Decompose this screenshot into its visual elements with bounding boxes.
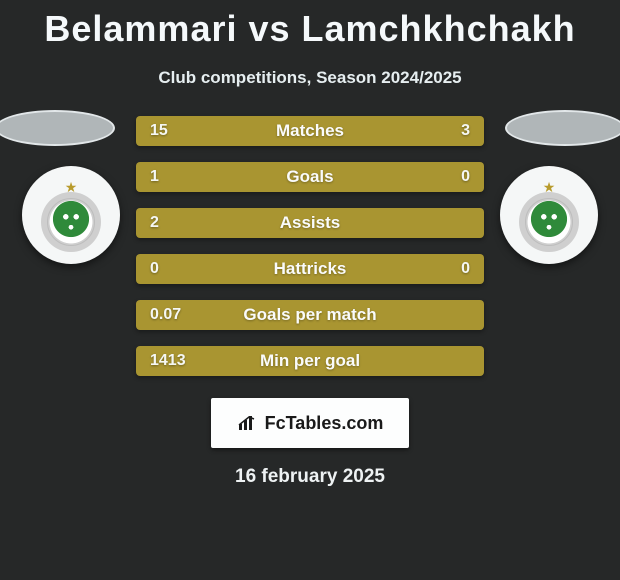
stats-area: ★ ★ 15 Matches 3 1 Goals 0 2 Assists 0 H… — [0, 116, 620, 488]
stat-label: Matches — [276, 121, 344, 141]
stat-row-assists: 2 Assists — [136, 208, 484, 238]
crest-left-icon — [41, 192, 101, 252]
stat-value-left: 1413 — [150, 352, 186, 370]
stat-value-right: 3 — [461, 122, 470, 140]
player-shadow-right — [505, 110, 620, 146]
club-badge-left: ★ — [22, 166, 120, 264]
stat-row-goals-per-match: 0.07 Goals per match — [136, 300, 484, 330]
stat-value-right: 0 — [461, 168, 470, 186]
stat-label: Goals per match — [243, 305, 376, 325]
club-badge-right: ★ — [500, 166, 598, 264]
stat-value-left: 2 — [150, 214, 159, 232]
comparison-date: 16 february 2025 — [0, 466, 620, 488]
stat-value-left: 0 — [150, 260, 159, 278]
stat-value-left: 1 — [150, 168, 159, 186]
stat-row-matches: 15 Matches 3 — [136, 116, 484, 146]
stat-label: Hattricks — [274, 259, 347, 279]
stat-row-hattricks: 0 Hattricks 0 — [136, 254, 484, 284]
crest-right-icon — [519, 192, 579, 252]
stat-value-left: 0.07 — [150, 306, 181, 324]
page-title: Belammari vs Lamchkhchakh — [0, 0, 620, 50]
stat-value-right: 0 — [461, 260, 470, 278]
fctables-watermark: FcTables.com — [211, 398, 409, 448]
stat-value-left: 15 — [150, 122, 168, 140]
stat-label: Min per goal — [260, 351, 360, 371]
fctables-chart-icon — [237, 414, 259, 432]
stats-rows: 15 Matches 3 1 Goals 0 2 Assists 0 Hattr… — [136, 116, 484, 376]
stat-row-min-per-goal: 1413 Min per goal — [136, 346, 484, 376]
fctables-label: FcTables.com — [265, 413, 384, 434]
page-subtitle: Club competitions, Season 2024/2025 — [0, 68, 620, 88]
stat-label: Goals — [286, 167, 333, 187]
stat-row-goals: 1 Goals 0 — [136, 162, 484, 192]
player-shadow-left — [0, 110, 115, 146]
stat-label: Assists — [280, 213, 340, 233]
